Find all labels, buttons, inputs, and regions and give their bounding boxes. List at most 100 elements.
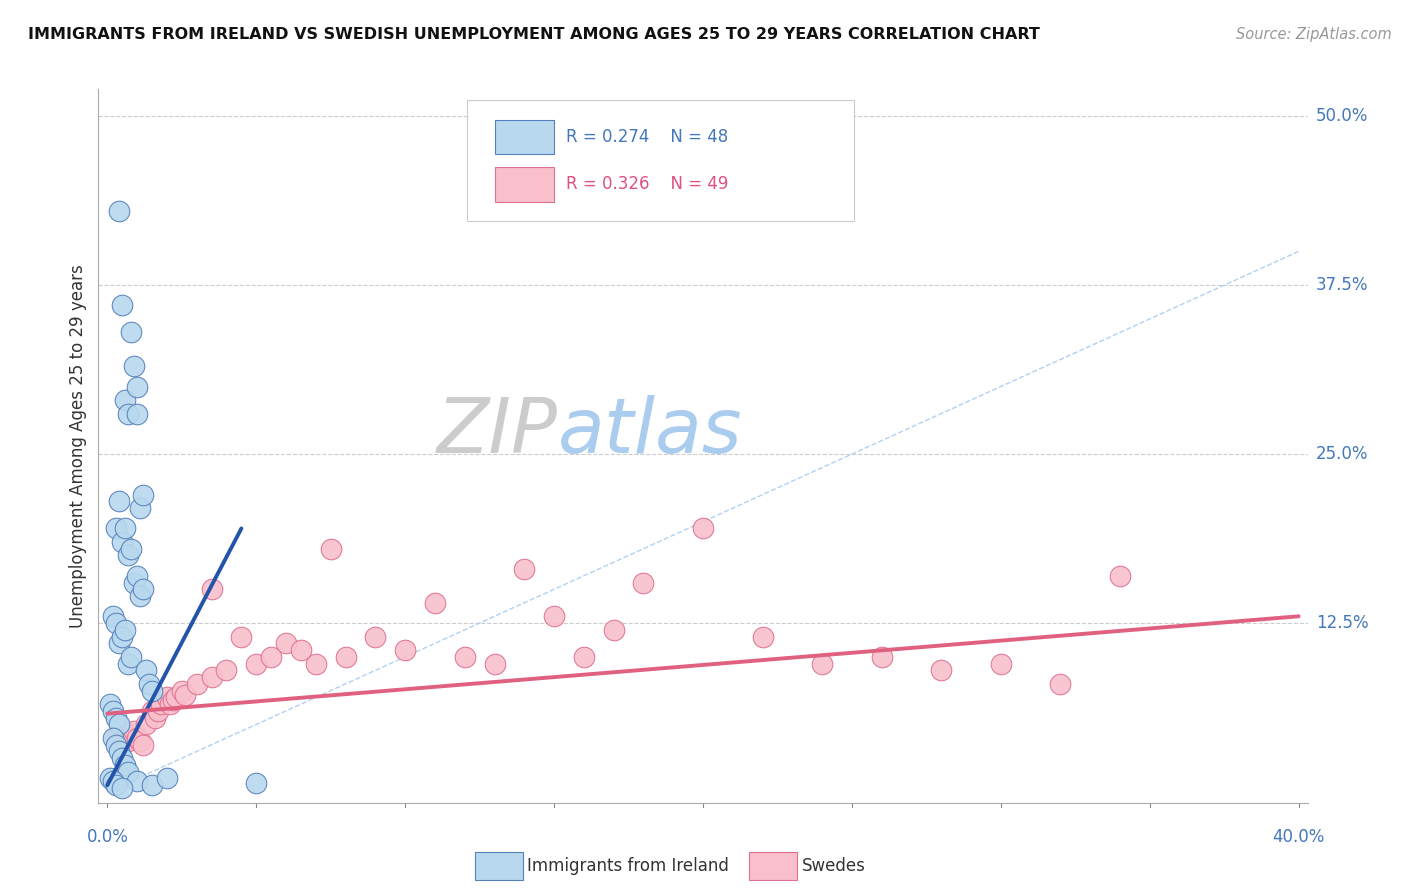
Point bbox=[122, 575, 145, 590]
Point bbox=[811, 657, 834, 671]
Point bbox=[602, 623, 624, 637]
Point bbox=[215, 664, 238, 678]
Point bbox=[186, 677, 208, 691]
Point bbox=[111, 751, 134, 765]
Point bbox=[129, 501, 152, 516]
Point bbox=[105, 615, 128, 630]
Point bbox=[454, 649, 477, 664]
Point bbox=[111, 535, 134, 549]
Point bbox=[129, 589, 152, 603]
Point bbox=[117, 764, 139, 779]
Point bbox=[335, 649, 357, 664]
Point bbox=[108, 636, 131, 650]
Point bbox=[141, 683, 163, 698]
Point bbox=[132, 488, 155, 502]
Point bbox=[394, 643, 416, 657]
Text: Swedes: Swedes bbox=[801, 857, 865, 875]
Point bbox=[149, 697, 172, 711]
Point bbox=[108, 744, 131, 758]
Point bbox=[117, 733, 139, 747]
Point bbox=[929, 664, 952, 678]
Point bbox=[141, 778, 163, 792]
Point bbox=[117, 549, 139, 563]
Point bbox=[111, 780, 134, 795]
Point bbox=[870, 649, 893, 664]
Point bbox=[484, 657, 506, 671]
Y-axis label: Unemployment Among Ages 25 to 29 years: Unemployment Among Ages 25 to 29 years bbox=[69, 264, 87, 628]
Point bbox=[132, 738, 155, 752]
Text: 0.0%: 0.0% bbox=[86, 828, 128, 846]
Point bbox=[165, 690, 187, 705]
Point bbox=[117, 657, 139, 671]
Point bbox=[141, 704, 163, 718]
Point bbox=[103, 731, 125, 745]
Point bbox=[132, 582, 155, 597]
Point bbox=[135, 664, 157, 678]
FancyBboxPatch shape bbox=[467, 100, 855, 221]
Point bbox=[513, 562, 536, 576]
Point bbox=[156, 772, 179, 786]
Point bbox=[111, 738, 134, 752]
Point bbox=[127, 731, 149, 745]
Point bbox=[319, 541, 342, 556]
Point bbox=[146, 704, 169, 718]
Point bbox=[1049, 677, 1071, 691]
Point bbox=[260, 649, 283, 664]
Point bbox=[108, 203, 131, 218]
FancyBboxPatch shape bbox=[495, 120, 554, 154]
Point bbox=[274, 636, 297, 650]
Point bbox=[105, 778, 128, 792]
Text: ZIP: ZIP bbox=[437, 395, 558, 468]
Point bbox=[173, 688, 195, 702]
Point bbox=[114, 758, 136, 772]
Point bbox=[111, 630, 134, 644]
Point bbox=[120, 326, 142, 340]
Point bbox=[751, 630, 773, 644]
Point bbox=[200, 582, 222, 597]
Point bbox=[108, 494, 131, 508]
Point bbox=[156, 690, 179, 705]
Point bbox=[423, 596, 446, 610]
Point bbox=[98, 772, 121, 786]
Point bbox=[990, 657, 1012, 671]
Point bbox=[162, 693, 184, 707]
Point bbox=[1109, 568, 1132, 582]
Point bbox=[135, 717, 157, 731]
Point bbox=[114, 521, 136, 535]
Text: Source: ZipAtlas.com: Source: ZipAtlas.com bbox=[1236, 27, 1392, 42]
Point bbox=[231, 630, 253, 644]
Point bbox=[114, 392, 136, 407]
Point bbox=[105, 731, 128, 745]
Text: 50.0%: 50.0% bbox=[1316, 107, 1368, 125]
Point bbox=[103, 609, 125, 624]
Point bbox=[103, 774, 125, 789]
Text: 40.0%: 40.0% bbox=[1272, 828, 1324, 846]
Point bbox=[127, 568, 149, 582]
FancyBboxPatch shape bbox=[495, 167, 554, 202]
Point bbox=[105, 711, 128, 725]
Point bbox=[305, 657, 328, 671]
Point bbox=[122, 359, 145, 374]
Point bbox=[692, 521, 714, 535]
Point bbox=[143, 711, 166, 725]
Point bbox=[114, 623, 136, 637]
Point bbox=[364, 630, 387, 644]
Point bbox=[120, 541, 142, 556]
Text: 12.5%: 12.5% bbox=[1316, 614, 1368, 632]
Point bbox=[103, 704, 125, 718]
Text: 37.5%: 37.5% bbox=[1316, 277, 1368, 294]
Point bbox=[200, 670, 222, 684]
Point bbox=[129, 733, 152, 747]
Point bbox=[138, 677, 160, 691]
Point bbox=[120, 649, 142, 664]
Point bbox=[543, 609, 565, 624]
Point bbox=[127, 379, 149, 393]
Point bbox=[120, 728, 142, 742]
Text: R = 0.274    N = 48: R = 0.274 N = 48 bbox=[567, 128, 728, 146]
Point bbox=[105, 738, 128, 752]
Point bbox=[98, 697, 121, 711]
Point bbox=[245, 657, 267, 671]
Point bbox=[290, 643, 312, 657]
Point bbox=[122, 724, 145, 739]
Point bbox=[127, 774, 149, 789]
